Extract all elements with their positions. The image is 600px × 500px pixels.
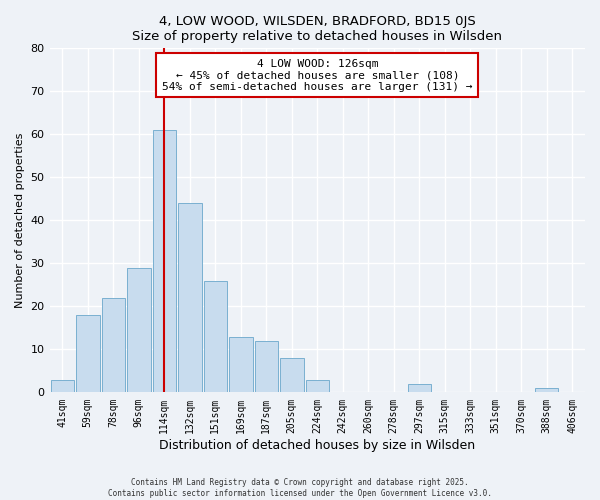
Text: 4 LOW WOOD: 126sqm
← 45% of detached houses are smaller (108)
54% of semi-detach: 4 LOW WOOD: 126sqm ← 45% of detached hou… <box>162 58 473 92</box>
Bar <box>407 384 431 392</box>
X-axis label: Distribution of detached houses by size in Wilsden: Distribution of detached houses by size … <box>159 440 475 452</box>
Bar <box>229 336 253 392</box>
Bar <box>127 268 151 392</box>
Bar <box>535 388 559 392</box>
Bar <box>305 380 329 392</box>
Bar <box>203 280 227 392</box>
Bar <box>76 315 100 392</box>
Bar <box>280 358 304 392</box>
Bar <box>101 298 125 392</box>
Bar <box>152 130 176 392</box>
Bar <box>254 341 278 392</box>
Title: 4, LOW WOOD, WILSDEN, BRADFORD, BD15 0JS
Size of property relative to detached h: 4, LOW WOOD, WILSDEN, BRADFORD, BD15 0JS… <box>132 15 502 43</box>
Bar <box>50 380 74 392</box>
Text: Contains HM Land Registry data © Crown copyright and database right 2025.
Contai: Contains HM Land Registry data © Crown c… <box>108 478 492 498</box>
Y-axis label: Number of detached properties: Number of detached properties <box>15 132 25 308</box>
Bar <box>178 203 202 392</box>
